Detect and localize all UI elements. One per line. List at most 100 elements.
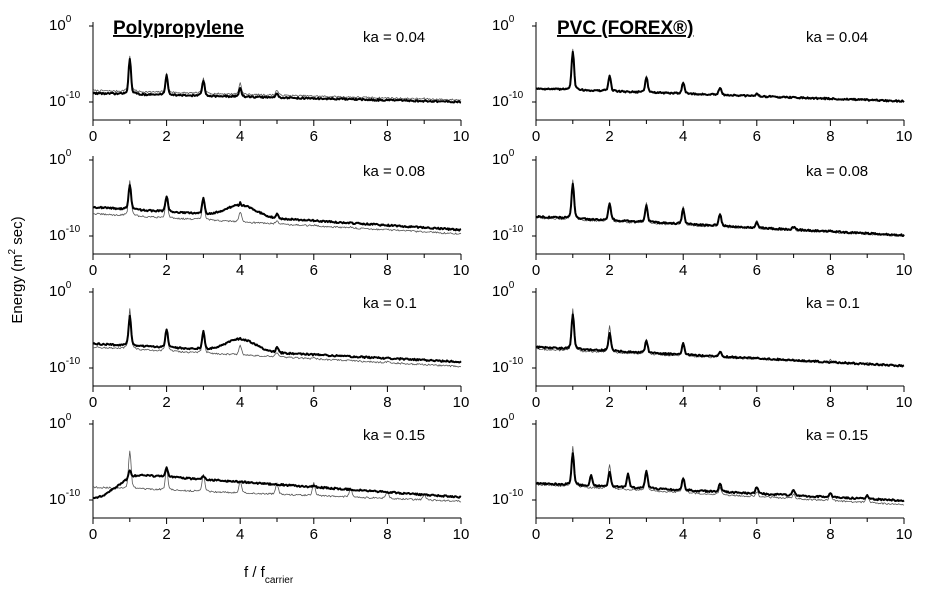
x-tick-label: 10	[453, 394, 470, 411]
x-tick-label: 2	[605, 262, 613, 279]
x-tick-label: 2	[162, 262, 170, 279]
series-line-thin	[92, 308, 462, 368]
y-tick-label: 10-10	[492, 488, 524, 508]
y-tick-label: 10-10	[492, 90, 524, 110]
y-tick-label: 10-10	[49, 488, 81, 508]
x-tick-label: 10	[896, 526, 913, 543]
panel-pvc-row-3: 0 2 4 6 8 10 100 10-10 ka = 0.1	[492, 280, 912, 411]
x-tick-label: 4	[679, 128, 687, 145]
y-tick-label: 100	[49, 148, 72, 168]
series-line-thick	[535, 452, 905, 503]
column-title-polypropylene: Polypropylene	[113, 18, 244, 39]
ka-label: ka = 0.1	[363, 295, 417, 312]
x-tick-label: 8	[826, 128, 834, 145]
series-line-thick	[535, 50, 905, 103]
series-line-thick	[92, 466, 462, 500]
x-tick-label: 4	[236, 394, 244, 411]
y-tick-label: 10-10	[492, 356, 524, 376]
panel-pvc-row-1: 0 2 4 6 8 10 100 10-10 ka = 0.04	[492, 14, 912, 145]
y-tick-label: 10-10	[49, 90, 81, 110]
ka-label: ka = 0.04	[806, 29, 868, 46]
x-tick-label: 2	[605, 526, 613, 543]
x-tick-label: 0	[89, 262, 97, 279]
x-tick-label: 4	[236, 526, 244, 543]
panel-polypropylene-row-3: 0 2 4 6 8 10 100 10-10 ka = 0.1	[49, 280, 469, 411]
x-tick-label: 2	[162, 128, 170, 145]
column-title-pvc: PVC (FOREX®)	[557, 18, 693, 39]
x-tick-label: 10	[896, 262, 913, 279]
x-tick-label: 0	[532, 262, 540, 279]
y-tick-label: 10-10	[49, 356, 81, 376]
ka-label: ka = 0.1	[806, 295, 860, 312]
x-tick-label: 10	[896, 128, 913, 145]
y-tick-label: 100	[492, 412, 515, 432]
ka-label: ka = 0.15	[363, 427, 425, 444]
series-line-thick	[92, 57, 462, 104]
y-tick-label: 100	[492, 280, 515, 300]
x-tick-label: 6	[310, 526, 318, 543]
series-line-thin	[92, 180, 462, 235]
ka-label: ka = 0.08	[806, 163, 868, 180]
x-tick-label: 10	[453, 262, 470, 279]
series-line-thin	[535, 308, 905, 367]
y-tick-label: 100	[49, 280, 72, 300]
x-tick-label: 8	[826, 394, 834, 411]
x-tick-label: 4	[236, 262, 244, 279]
panel-polypropylene-row-2: 0 2 4 6 8 10 100 10-10 ka = 0.08	[49, 148, 469, 279]
x-tick-label: 4	[236, 128, 244, 145]
x-tick-label: 4	[679, 394, 687, 411]
x-tick-label: 8	[383, 394, 391, 411]
series-line-thin	[535, 179, 905, 237]
x-tick-label: 0	[532, 526, 540, 543]
y-tick-label: 100	[49, 412, 72, 432]
x-tick-label: 2	[162, 394, 170, 411]
x-tick-label: 2	[605, 394, 613, 411]
y-tick-label: 100	[492, 148, 515, 168]
y-tick-label: 100	[492, 14, 515, 34]
x-tick-label: 10	[453, 526, 470, 543]
series-line-thick	[92, 314, 462, 364]
x-tick-label: 0	[532, 394, 540, 411]
panel-pvc-row-4: 0 2 4 6 8 10 100 10-10 ka = 0.15	[492, 412, 912, 543]
y-tick-label: 100	[49, 14, 72, 34]
series-line-thick	[92, 184, 462, 232]
x-tick-label: 6	[310, 394, 318, 411]
series-line-thin	[536, 446, 905, 506]
series-line-thick	[535, 182, 905, 237]
x-tick-label: 0	[532, 128, 540, 145]
x-tick-label: 0	[89, 526, 97, 543]
x-tick-label: 4	[679, 262, 687, 279]
x-tick-label: 6	[753, 394, 761, 411]
y-tick-label: 10-10	[492, 224, 524, 244]
x-tick-label: 8	[383, 128, 391, 145]
x-tick-label: 8	[383, 262, 391, 279]
panel-pvc-row-2: 0 2 4 6 8 10 100 10-10 ka = 0.08	[492, 148, 912, 279]
x-axis-label: f / fcarrier	[244, 564, 294, 586]
y-axis-label: Energy (m2 sec)	[7, 216, 26, 323]
ka-label: ka = 0.15	[806, 427, 868, 444]
series-line-thin	[92, 55, 462, 101]
x-tick-label: 8	[383, 526, 391, 543]
x-tick-label: 6	[753, 526, 761, 543]
x-tick-label: 6	[310, 128, 318, 145]
x-tick-label: 2	[605, 128, 613, 145]
ka-label: ka = 0.04	[363, 29, 425, 46]
x-tick-label: 10	[896, 394, 913, 411]
x-tick-label: 6	[310, 262, 318, 279]
x-tick-label: 6	[753, 262, 761, 279]
series-line-thick	[535, 313, 905, 368]
ka-label: ka = 0.08	[363, 163, 425, 180]
series-line-thin	[535, 48, 904, 103]
x-tick-label: 4	[679, 526, 687, 543]
x-tick-label: 0	[89, 128, 97, 145]
x-tick-label: 6	[753, 128, 761, 145]
x-tick-label: 10	[453, 128, 470, 145]
series-line-thin	[92, 450, 462, 503]
y-tick-label: 10-10	[49, 224, 81, 244]
panel-polypropylene-row-4: 0 2 4 6 8 10 100 10-10 ka = 0.15	[49, 412, 469, 543]
x-tick-label: 8	[826, 526, 834, 543]
x-tick-label: 0	[89, 394, 97, 411]
panel-polypropylene-row-1: 0 2 4 6 8 10 100 10-10 ka = 0.04	[49, 14, 469, 145]
